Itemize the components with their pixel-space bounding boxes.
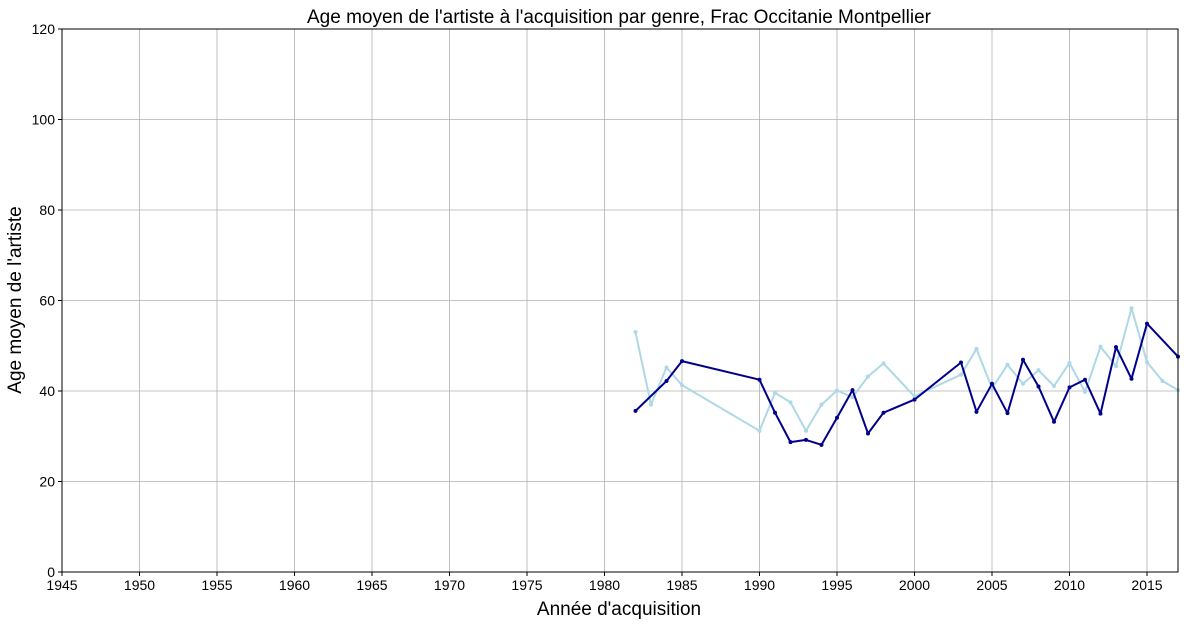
data-point — [1129, 306, 1134, 311]
data-point — [866, 431, 870, 436]
data-point — [974, 409, 979, 414]
data-point — [881, 361, 886, 366]
data-point — [1098, 344, 1103, 349]
y-tick-label: 100 — [32, 112, 56, 128]
data-point — [633, 330, 638, 335]
data-point — [974, 346, 979, 351]
data-point — [1067, 360, 1072, 365]
x-tick-label: 1945 — [46, 577, 77, 593]
data-point — [912, 397, 917, 402]
series-2 — [633, 321, 1180, 447]
chart-title: Age moyen de l'artiste à l'acquisition p… — [307, 7, 932, 28]
data-point — [1021, 357, 1025, 362]
data-point — [866, 374, 870, 379]
y-axis-label: Age moyen de l'artiste — [5, 206, 26, 393]
y-tick-label: 80 — [39, 202, 55, 218]
data-point — [850, 388, 855, 393]
data-point — [1036, 384, 1041, 389]
data-point — [959, 360, 963, 365]
data-point — [1067, 385, 1072, 390]
x-tick-label: 1965 — [356, 577, 387, 593]
data-point — [1145, 360, 1149, 365]
data-point — [664, 379, 669, 384]
data-point — [757, 428, 762, 433]
x-tick-label: 1955 — [201, 577, 232, 593]
x-axis-ticks: 1945 1950 1955 1960 1965 1970 1975 1980 1985 1990… — [46, 572, 1163, 593]
series-group — [633, 306, 1180, 447]
data-point — [835, 415, 839, 420]
data-point — [649, 402, 653, 407]
data-point — [1083, 389, 1087, 394]
x-tick-label: 1990 — [744, 577, 775, 593]
data-point — [1005, 411, 1010, 416]
x-tick-label: 1975 — [511, 577, 542, 593]
x-tick-label: 1995 — [821, 577, 852, 593]
data-point — [757, 377, 762, 382]
data-point — [819, 442, 824, 447]
grid — [61, 28, 1178, 573]
x-tick-label: 1960 — [279, 577, 310, 593]
x-axis-label: Année d'acquisition — [537, 599, 701, 620]
y-axis-ticks: 0 20 40 60 80 100 120 — [32, 21, 62, 580]
y-tick-label: 60 — [39, 293, 55, 309]
y-tick-label: 20 — [39, 474, 55, 490]
x-tick-label: 2000 — [899, 577, 930, 593]
data-point — [850, 395, 855, 400]
data-point — [1083, 377, 1087, 382]
y-tick-label: 40 — [39, 383, 55, 399]
data-point — [1052, 384, 1056, 389]
data-point — [835, 388, 839, 393]
data-point — [804, 428, 808, 433]
data-point — [881, 410, 886, 415]
data-point — [990, 381, 994, 386]
data-point — [664, 365, 669, 370]
data-point — [819, 402, 824, 407]
y-tick-label: 0 — [47, 564, 55, 580]
data-point — [633, 408, 638, 413]
data-point — [788, 440, 793, 445]
data-point — [1005, 362, 1010, 367]
x-tick-label: 2010 — [1054, 577, 1085, 593]
x-tick-label: 2005 — [976, 577, 1007, 593]
data-point — [1160, 379, 1165, 384]
data-point — [1036, 368, 1041, 373]
x-tick-label: 1980 — [589, 577, 620, 593]
data-point — [1129, 376, 1134, 381]
data-point — [788, 400, 793, 405]
data-point — [1145, 321, 1149, 326]
x-tick-label: 1970 — [434, 577, 465, 593]
data-point — [1098, 411, 1103, 416]
data-point — [1052, 419, 1056, 424]
series-line — [634, 322, 1179, 446]
data-point — [1114, 345, 1118, 350]
x-tick-label: 1950 — [124, 577, 155, 593]
data-point — [680, 359, 684, 364]
x-tick-label: 2015 — [1131, 577, 1162, 593]
data-point — [912, 394, 917, 399]
data-point — [773, 410, 777, 415]
data-point — [1114, 364, 1118, 369]
data-point — [773, 390, 777, 395]
data-point — [1021, 381, 1025, 386]
y-tick-label: 120 — [32, 21, 56, 37]
data-point — [804, 437, 808, 442]
data-point — [959, 372, 963, 377]
data-point — [680, 383, 684, 388]
x-tick-label: 1985 — [666, 577, 697, 593]
